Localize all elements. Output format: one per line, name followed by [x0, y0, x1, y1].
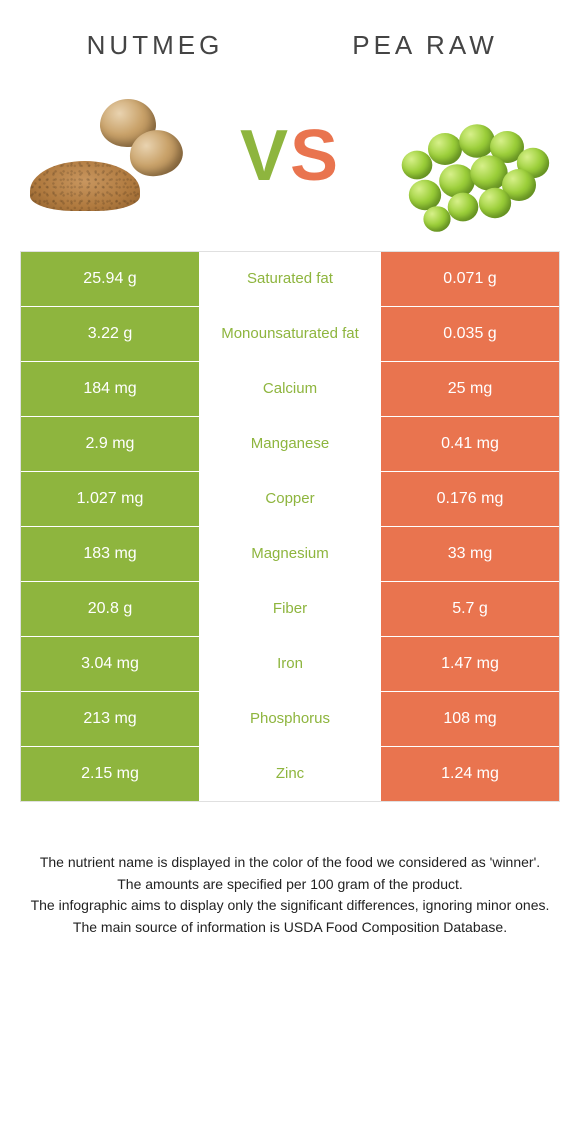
- table-row: 3.04 mgIron1.47 mg: [21, 637, 559, 692]
- value-right: 108 mg: [381, 692, 559, 746]
- nutrient-label: Calcium: [199, 362, 381, 416]
- nutrient-label: Zinc: [199, 747, 381, 801]
- pea-icon: [479, 188, 511, 218]
- value-left: 2.9 mg: [21, 417, 199, 471]
- vs-v: V: [240, 120, 290, 192]
- value-right: 1.47 mg: [381, 637, 559, 691]
- pea-icon: [402, 151, 433, 180]
- value-right: 25 mg: [381, 362, 559, 416]
- value-left: 3.22 g: [21, 307, 199, 361]
- infographic: NUTMEG PEA RAW VS 25.94 gSaturated fat0.…: [0, 0, 580, 979]
- footer-line: The nutrient name is displayed in the co…: [24, 852, 556, 874]
- title-left: NUTMEG: [20, 30, 290, 61]
- nutmeg-image: [30, 91, 190, 221]
- pea-icon: [448, 193, 479, 222]
- footer-line: The amounts are specified per 100 gram o…: [24, 874, 556, 896]
- hero-row: VS: [0, 71, 580, 251]
- table-row: 25.94 gSaturated fat0.071 g: [21, 252, 559, 307]
- value-right: 0.41 mg: [381, 417, 559, 471]
- value-right: 33 mg: [381, 527, 559, 581]
- table-row: 20.8 gFiber5.7 g: [21, 582, 559, 637]
- footer-line: The infographic aims to display only the…: [24, 895, 556, 917]
- value-left: 3.04 mg: [21, 637, 199, 691]
- pea-icon: [428, 133, 462, 165]
- nutrient-label: Iron: [199, 637, 381, 691]
- vs-label: VS: [240, 120, 340, 192]
- title-right: PEA RAW: [290, 30, 560, 61]
- value-left: 25.94 g: [21, 252, 199, 306]
- table-row: 2.9 mgManganese0.41 mg: [21, 417, 559, 472]
- value-left: 1.027 mg: [21, 472, 199, 526]
- value-left: 2.15 mg: [21, 747, 199, 801]
- nutrient-table: 25.94 gSaturated fat0.071 g3.22 gMonouns…: [20, 251, 560, 802]
- pea-icon: [423, 206, 450, 232]
- value-right: 0.176 mg: [381, 472, 559, 526]
- value-right: 0.035 g: [381, 307, 559, 361]
- table-row: 184 mgCalcium25 mg: [21, 362, 559, 417]
- nutrient-label: Magnesium: [199, 527, 381, 581]
- title-row: NUTMEG PEA RAW: [0, 0, 580, 71]
- pea-image: [390, 91, 550, 221]
- pea-icon: [459, 124, 495, 158]
- table-row: 3.22 gMonounsaturated fat0.035 g: [21, 307, 559, 362]
- nutrient-label: Monounsaturated fat: [199, 307, 381, 361]
- nutrient-label: Phosphorus: [199, 692, 381, 746]
- vs-s: S: [290, 120, 340, 192]
- table-row: 2.15 mgZinc1.24 mg: [21, 747, 559, 801]
- value-left: 213 mg: [21, 692, 199, 746]
- nutrient-label: Manganese: [199, 417, 381, 471]
- value-right: 0.071 g: [381, 252, 559, 306]
- nutrient-label: Saturated fat: [199, 252, 381, 306]
- nutmeg-powder-icon: [30, 161, 140, 211]
- value-left: 20.8 g: [21, 582, 199, 636]
- value-right: 1.24 mg: [381, 747, 559, 801]
- nutrient-label: Fiber: [199, 582, 381, 636]
- table-row: 213 mgPhosphorus108 mg: [21, 692, 559, 747]
- footer-line: The main source of information is USDA F…: [24, 917, 556, 939]
- peas-icon: [390, 91, 550, 221]
- table-row: 1.027 mgCopper0.176 mg: [21, 472, 559, 527]
- table-row: 183 mgMagnesium33 mg: [21, 527, 559, 582]
- value-left: 184 mg: [21, 362, 199, 416]
- nutrient-label: Copper: [199, 472, 381, 526]
- value-left: 183 mg: [21, 527, 199, 581]
- footer-notes: The nutrient name is displayed in the co…: [0, 802, 580, 979]
- value-right: 5.7 g: [381, 582, 559, 636]
